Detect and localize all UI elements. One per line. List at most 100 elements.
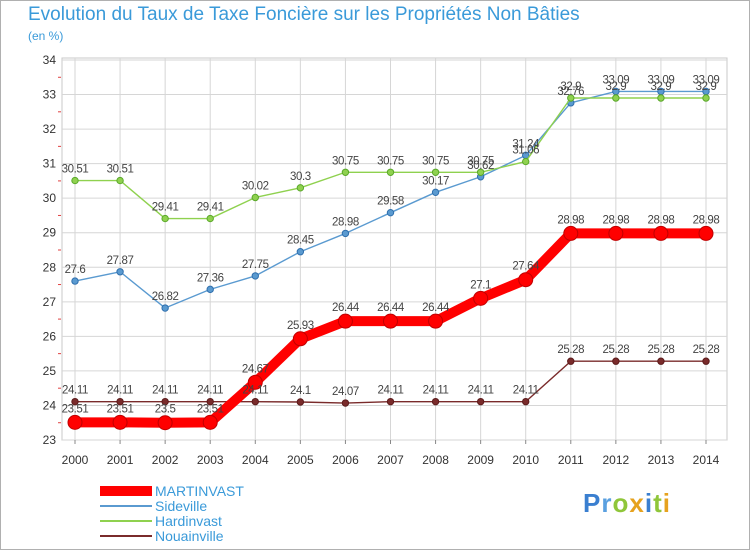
y-tick-label: 29: [43, 226, 57, 240]
logo-letter: i: [644, 488, 654, 518]
data-label-martinvast: 23.51: [62, 403, 89, 415]
data-point-sideville: [161, 304, 169, 312]
data-point-sideville: [251, 272, 259, 280]
data-label-nouainville: 24.11: [107, 385, 133, 397]
data-point-sideville: [341, 229, 350, 238]
legend-label-nouainville: Nouainville: [155, 528, 224, 544]
data-label-sideville: 28.98: [332, 216, 359, 228]
y-tick-label: 26: [43, 329, 57, 343]
legend-swatch-martinvast: [100, 486, 152, 496]
data-label-nouainville: 25.28: [693, 344, 720, 356]
y-tick-label: 32: [43, 122, 57, 136]
data-label-sideville: 27.36: [197, 272, 224, 284]
data-label-martinvast: 26.44: [332, 302, 360, 314]
plot-area: [61, 57, 728, 441]
y-tick-label: 24: [43, 398, 57, 412]
data-point-martinvast: [292, 331, 308, 347]
data-label-hardinvast: 32.9: [560, 81, 581, 93]
data-point-hardinvast: [657, 94, 665, 102]
data-point-martinvast: [473, 290, 489, 306]
data-point-nouainville: [657, 357, 665, 365]
data-point-nouainville: [251, 397, 259, 406]
data-point-nouainville: [431, 397, 440, 406]
x-tick-label: 2004: [242, 453, 269, 467]
data-point-hardinvast: [71, 176, 79, 185]
data-label-martinvast: 28.98: [557, 214, 584, 226]
data-point-hardinvast: [476, 168, 485, 176]
y-tick-label: 25: [43, 364, 57, 378]
data-label-martinvast: 23.51: [107, 403, 134, 415]
data-point-sideville: [296, 248, 305, 256]
y-tick-label: 23: [43, 433, 57, 447]
data-point-sideville: [386, 208, 395, 217]
legend-swatch-nouainville: [100, 535, 152, 537]
data-label-nouainville: 24.07: [332, 386, 359, 398]
logo-letter: r: [601, 488, 613, 518]
data-label-martinvast: 23.5: [155, 404, 176, 416]
data-label-hardinvast: 32.9: [605, 81, 626, 93]
data-label-hardinvast: 32.9: [696, 81, 717, 93]
data-point-martinvast: [518, 272, 534, 288]
x-tick-label: 2006: [332, 453, 359, 467]
data-label-martinvast: 24.67: [242, 363, 269, 375]
data-point-hardinvast: [341, 168, 350, 176]
data-point-hardinvast: [522, 157, 530, 166]
legend-swatch-sideville: [100, 505, 152, 507]
data-label-hardinvast: 30.75: [377, 155, 404, 167]
data-label-hardinvast: 31.06: [512, 145, 539, 157]
data-point-nouainville: [386, 397, 395, 406]
chart-title: Evolution du Taux de Taxe Foncière sur l…: [28, 4, 580, 25]
data-point-nouainville: [612, 357, 620, 365]
data-label-nouainville: 24.11: [513, 385, 539, 397]
y-tick-label: 34: [43, 53, 57, 67]
data-point-nouainville: [341, 399, 350, 407]
data-label-sideville: 29.58: [377, 196, 404, 208]
data-label-hardinvast: 30.51: [62, 164, 89, 176]
x-tick-label: 2002: [152, 453, 179, 467]
data-label-nouainville: 24.11: [152, 385, 178, 397]
data-point-nouainville: [206, 397, 214, 406]
data-label-martinvast: 28.98: [602, 214, 629, 226]
data-label-hardinvast: 30.75: [422, 155, 449, 167]
data-label-hardinvast: 30.75: [332, 155, 359, 167]
chart-subtitle: (en %): [28, 29, 64, 43]
data-point-martinvast: [247, 374, 263, 390]
legend-label-martinvast: MARTINVAST: [155, 483, 244, 499]
data-label-nouainville: 24.1: [290, 385, 311, 397]
data-label-sideville: 27.87: [107, 255, 134, 267]
data-label-nouainville: 24.11: [378, 385, 404, 397]
data-label-sideville: 30.62: [467, 160, 494, 172]
data-point-sideville: [206, 285, 214, 294]
data-point-hardinvast: [251, 193, 259, 202]
data-label-martinvast: 26.44: [422, 302, 450, 314]
data-label-martinvast: 28.98: [693, 214, 720, 226]
data-label-hardinvast: 29.41: [152, 202, 179, 214]
x-tick-label: 2011: [558, 453, 584, 467]
data-label-nouainville: 25.28: [557, 344, 584, 356]
data-point-hardinvast: [612, 94, 620, 102]
data-label-martinvast: 25.93: [287, 320, 314, 332]
data-point-nouainville: [522, 397, 530, 406]
data-label-hardinvast: 32.9: [651, 81, 672, 93]
data-point-hardinvast: [296, 184, 305, 192]
y-tick-label: 33: [43, 88, 57, 102]
data-point-martinvast: [112, 414, 128, 430]
data-label-nouainville: 24.11: [468, 385, 494, 397]
data-point-nouainville: [296, 398, 305, 406]
x-tick-label: 2013: [648, 453, 675, 467]
data-label-sideville: 27.75: [242, 259, 269, 271]
legend-label-hardinvast: Hardinvast: [155, 513, 222, 529]
data-point-martinvast: [157, 415, 173, 431]
data-point-martinvast: [653, 225, 669, 241]
x-tick-label: 2009: [467, 453, 494, 467]
data-label-nouainville: 24.11: [197, 385, 223, 397]
data-point-martinvast: [337, 313, 353, 329]
data-label-sideville: 27.6: [65, 264, 86, 276]
data-point-sideville: [116, 268, 124, 276]
data-label-martinvast: 28.98: [648, 214, 675, 226]
y-tick-label: 28: [43, 260, 57, 274]
x-tick-label: 2001: [107, 453, 134, 467]
data-point-nouainville: [702, 357, 710, 365]
data-label-sideville: 33.09: [602, 74, 629, 86]
